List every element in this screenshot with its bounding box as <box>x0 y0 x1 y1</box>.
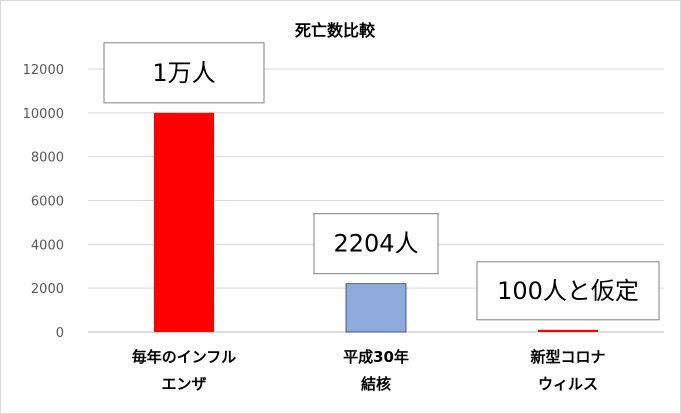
data-label: 2204人 <box>333 230 418 258</box>
y-tick-label: 2000 <box>31 282 64 297</box>
y-tick-label: 8000 <box>31 151 64 166</box>
bar <box>345 283 407 333</box>
x-category-label: 平成30年 <box>343 348 409 366</box>
x-category-label: 新型コロナ <box>530 348 605 366</box>
bar <box>154 112 214 332</box>
y-tick-label: 0 <box>56 326 64 341</box>
data-label: 100人と仮定 <box>497 277 639 305</box>
y-tick-label: 12000 <box>23 63 64 78</box>
y-tick-label: 6000 <box>31 195 64 210</box>
data-label-box <box>313 213 439 275</box>
x-category-label: ウィルス <box>538 375 598 393</box>
bars <box>154 112 598 333</box>
data-label: 1万人 <box>152 59 215 87</box>
x-category-label: 毎年のインフル <box>132 348 237 366</box>
data-label-box <box>103 42 265 104</box>
y-axis-ticks: 0 2000 4000 6000 8000 10000 12000 <box>23 63 64 341</box>
chart-title: 死亡数比較 <box>295 21 376 40</box>
bar <box>538 329 598 332</box>
x-category-label: エンザ <box>161 375 206 393</box>
x-category-label: 結核 <box>361 375 391 393</box>
y-tick-label: 10000 <box>23 107 64 122</box>
data-labels: 1万人 2204人 100人と仮定 <box>103 42 660 321</box>
y-tick-label: 4000 <box>31 238 64 253</box>
data-label-box <box>476 261 660 321</box>
